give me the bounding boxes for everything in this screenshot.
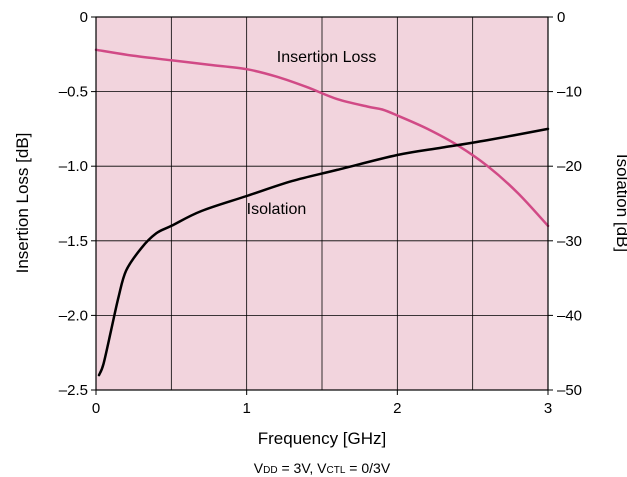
y-left-tick-label: –0.5 <box>59 84 88 101</box>
y-right-tick-label: –30 <box>557 233 582 250</box>
y-left-tick-label: –1.5 <box>59 233 88 250</box>
y-axis-left-title: Insertion Loss [dB] <box>13 133 32 274</box>
y-right-tick-label: –50 <box>557 382 582 399</box>
x-tick-label: 2 <box>393 400 401 417</box>
x-tick-label: 0 <box>92 400 100 417</box>
y-right-tick-label: –20 <box>557 158 582 175</box>
x-tick-label: 1 <box>242 400 250 417</box>
x-tick-label: 3 <box>544 400 552 417</box>
series-line-insertion-loss <box>94 48 550 228</box>
annotation-isolation: Isolation <box>247 201 307 218</box>
y-axis-right-title: Isolation [dB] <box>613 154 627 252</box>
y-left-tick-label: –2.0 <box>59 307 88 324</box>
y-left-tick-label: –1.0 <box>59 158 88 175</box>
y-right-tick-label: 0 <box>557 9 565 26</box>
grid <box>96 17 548 390</box>
test-conditions: VDD = 3V, VCTL = 0/3V <box>254 460 391 476</box>
series-lines <box>94 48 550 377</box>
y-left-tick-label: –2.5 <box>59 382 88 399</box>
y-right-tick-label: –40 <box>557 307 582 324</box>
y-right-tick-label: –10 <box>557 84 582 101</box>
annotation-insertion-loss: Insertion Loss <box>277 49 377 66</box>
y-left-tick-label: 0 <box>80 9 88 26</box>
series-line-isolation <box>97 127 550 377</box>
ticks: 0 1 2 30–0.5–1.0–1.5–2.0–2.50–10–20–30–40–5… <box>59 9 582 417</box>
plot-frame <box>95 16 549 391</box>
x-axis-title: Frequency [GHz] <box>258 429 387 448</box>
